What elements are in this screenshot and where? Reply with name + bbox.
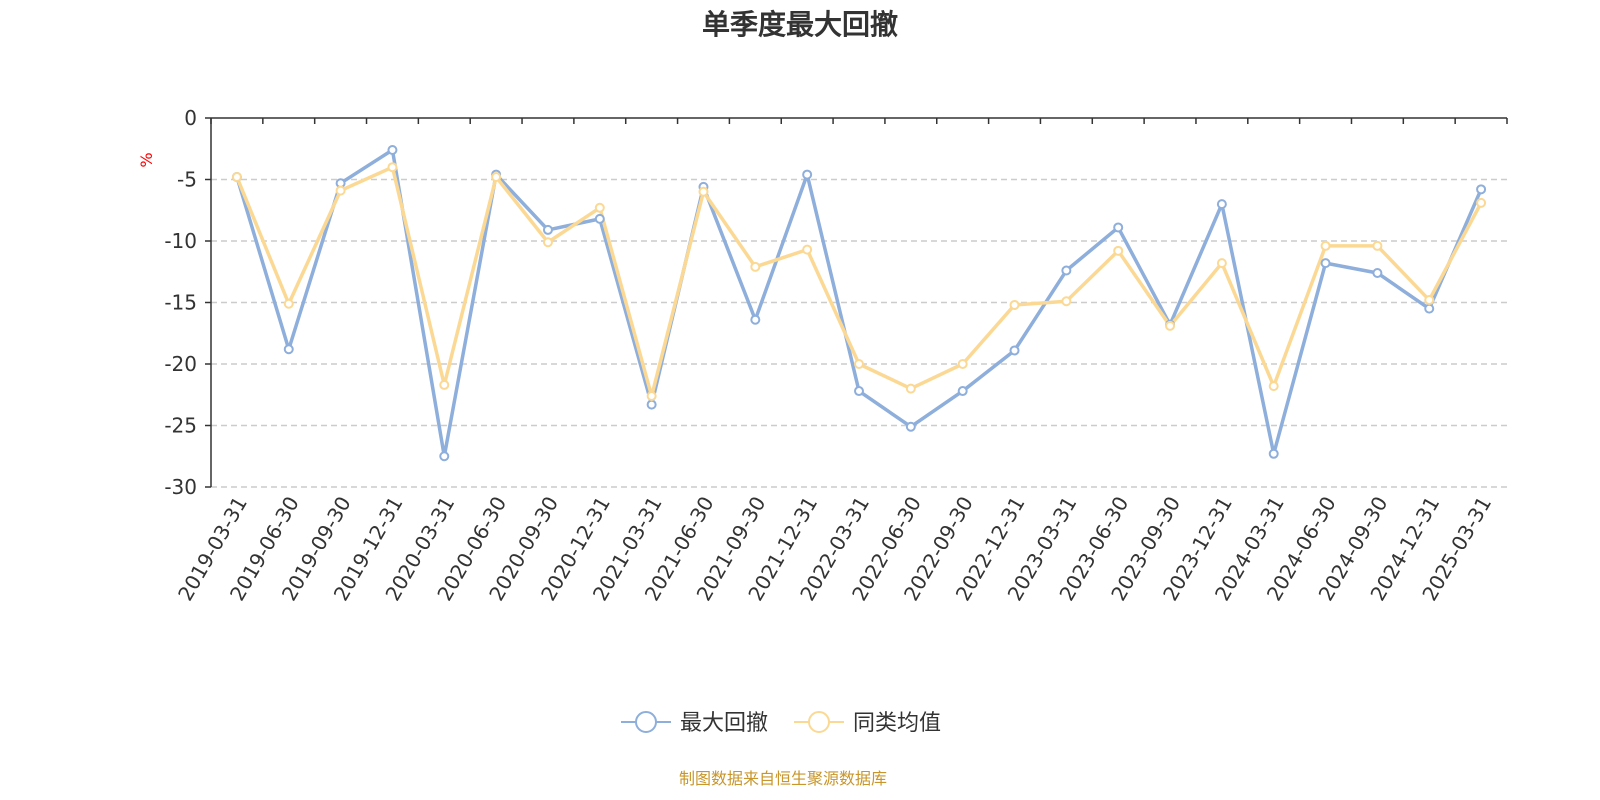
data-point[interactable] [1372,240,1383,251]
data-point[interactable] [1476,197,1487,208]
y-tick-label: -25 [164,414,197,438]
series [231,144,1487,462]
y-tick-labels: 0 -5 -10 -15 -20 -25 -30 [164,106,197,499]
data-point[interactable] [439,451,450,462]
data-point[interactable] [957,359,968,369]
data-point[interactable] [905,383,916,394]
data-point[interactable] [594,213,605,224]
axes [205,117,1508,488]
legend-marker[interactable] [808,711,830,733]
y-tick-label: -5 [177,168,197,192]
data-point[interactable] [1320,240,1331,251]
chart-title: 单季度最大回撤 [702,8,898,41]
data-point[interactable] [750,261,761,272]
data-point[interactable] [594,202,605,213]
data-point[interactable] [1216,258,1227,269]
data-point[interactable] [802,244,813,255]
data-point[interactable] [854,386,864,397]
data-point[interactable] [1216,199,1227,210]
data-point[interactable] [802,169,813,180]
y-tick-label: -10 [164,229,197,253]
data-point[interactable] [1476,184,1487,195]
data-point[interactable] [1113,245,1124,256]
data-point[interactable] [491,172,502,183]
data-point[interactable] [905,421,916,432]
source-note: 制图数据来自恒生聚源数据库 [679,769,887,788]
data-point[interactable] [542,224,553,235]
data-point[interactable] [542,237,553,248]
y-axis-unit: % [137,152,156,167]
data-point[interactable] [750,314,761,325]
data-point[interactable] [387,144,398,155]
data-point[interactable] [387,162,398,173]
data-point[interactable] [698,186,709,197]
data-point[interactable] [439,379,450,390]
data-point[interactable] [646,390,657,401]
data-point[interactable] [1113,222,1124,233]
data-point[interactable] [283,344,294,355]
y-tick-label: -15 [164,291,197,315]
data-point[interactable] [1372,267,1383,278]
data-point[interactable] [335,185,346,196]
data-point[interactable] [646,399,657,410]
data-point[interactable] [1009,345,1020,356]
data-point[interactable] [283,298,294,309]
legend-label[interactable]: 同类均值 [853,711,941,736]
data-point[interactable] [1061,265,1072,276]
legend[interactable]: 最大回撤 同类均值 [621,711,941,736]
legend-label[interactable]: 最大回撤 [680,711,768,736]
data-point[interactable] [1424,303,1435,314]
data-point[interactable] [957,386,968,397]
data-point[interactable] [854,359,864,369]
data-point[interactable] [231,172,242,183]
data-point[interactable] [1320,258,1331,269]
data-point[interactable] [1061,296,1072,307]
y-tick-label: -30 [164,475,197,499]
data-point[interactable] [1268,448,1279,459]
data-point[interactable] [1009,299,1020,310]
y-tick-label: 0 [184,106,197,130]
data-point[interactable] [1268,381,1279,392]
data-point[interactable] [1165,320,1176,331]
legend-marker[interactable] [635,711,657,733]
x-tick-labels: 2019-03-312019-06-302019-09-302019-12-31… [173,492,1496,605]
data-point[interactable] [1424,295,1435,306]
y-tick-label: -20 [164,352,197,376]
